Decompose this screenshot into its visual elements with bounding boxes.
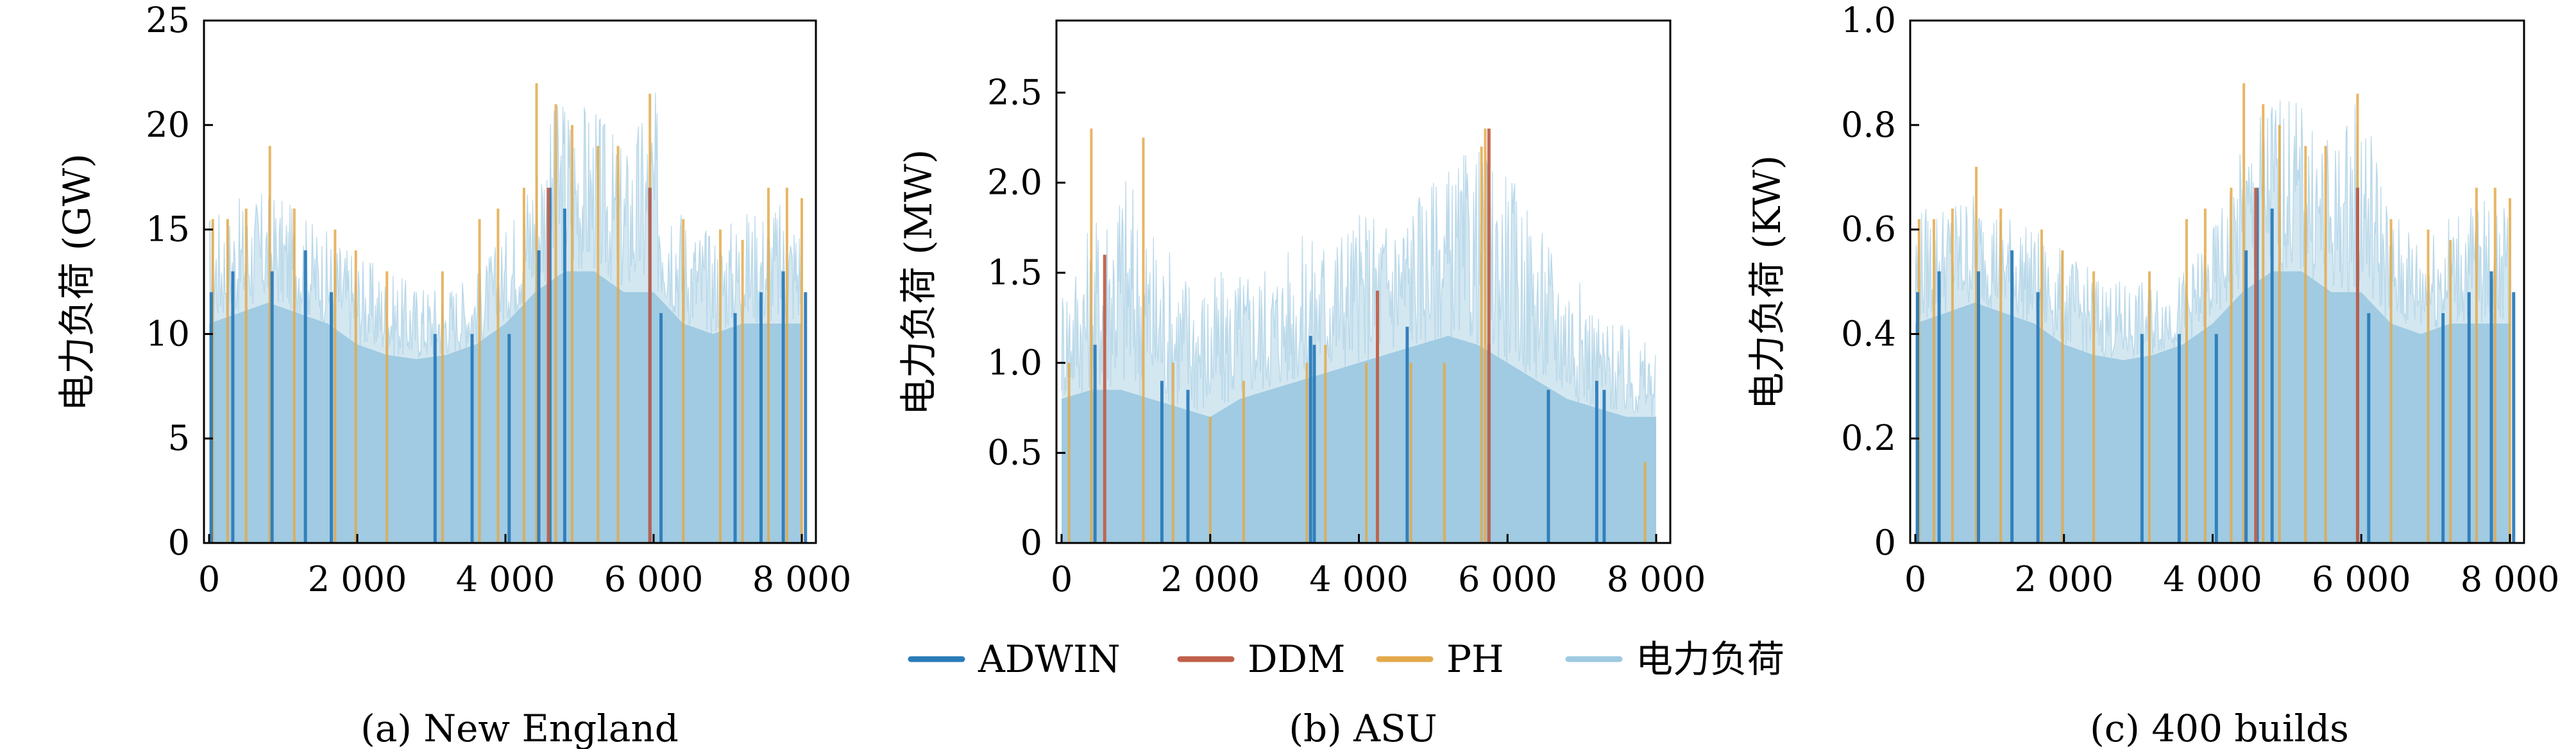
y-tick-label: 1.5 — [987, 252, 1042, 293]
legend-label-ddm: DDM — [1248, 637, 1345, 681]
y-tick-label: 1.0 — [1841, 0, 1896, 40]
x-tick-label: 0 — [198, 559, 220, 599]
plot-area: 0 2 000 4 000 6 000 8 000 0 5 10 15 20 25 — [146, 0, 851, 599]
y-tick-label: 25 — [146, 0, 190, 40]
load-area-spikes — [1915, 100, 2510, 544]
y-axis-label: 电力负荷 (GW) — [55, 153, 99, 411]
legend-label-adwin: ADWIN — [978, 637, 1121, 681]
subplot-caption: (b) ASU — [1289, 707, 1437, 749]
x-tick-label: 8 000 — [2461, 559, 2560, 599]
subplot-new-england: 电力负荷 (GW) 0 2 000 4 000 6 000 8 000 0 5 10 15 20 2… — [55, 0, 851, 749]
y-tick-label: 2.5 — [987, 72, 1042, 112]
y-tick-label: 0 — [1874, 522, 1896, 563]
x-tick-label: 2 000 — [2014, 559, 2114, 599]
load-line — [1061, 151, 1656, 416]
y-tick-label: 15 — [146, 209, 190, 250]
y-tick-label: 0.6 — [1841, 209, 1896, 250]
x-tick-label: 2 000 — [1160, 559, 1260, 599]
plot-area: 0 2 000 4 000 6 000 8 000 0 0.5 1.0 1.5 2.0 2.5 — [987, 19, 1706, 599]
y-tick-label: 1.0 — [987, 342, 1042, 383]
axes-frame — [1055, 19, 1672, 544]
x-tick-label: 6 000 — [604, 559, 704, 599]
y-tick-label: 10 — [146, 313, 190, 354]
subplot-asu: 电力负荷 (MW) 0 2 000 4 000 6 000 8 000 0 0.5 1.0 1.… — [897, 19, 1706, 749]
legend: ADWIN DDM PH 电力负荷 — [908, 637, 1784, 681]
y-axis-label: 电力负荷 (KW) — [1745, 155, 1789, 410]
y-tick-label: 0.8 — [1841, 105, 1896, 145]
x-tick-label: 4 000 — [2163, 559, 2262, 599]
x-tick-label: 6 000 — [2312, 559, 2411, 599]
load-area-base — [1915, 271, 2510, 543]
y-tick-label: 0.2 — [1841, 418, 1896, 458]
load-area-base — [209, 271, 802, 543]
x-tick-label: 0 — [1051, 559, 1072, 599]
load-line — [208, 92, 802, 358]
y-tick-label: 2.0 — [987, 162, 1042, 203]
y-tick-label: 5 — [168, 418, 190, 458]
legend-label-load: 电力负荷 — [1636, 637, 1784, 681]
x-tick-label: 0 — [1904, 559, 1926, 599]
axes-frame — [1909, 19, 2525, 544]
y-tick-label: 0 — [168, 522, 190, 563]
axes-frame — [203, 19, 817, 544]
subplot-400-builds: 电力负荷 (KW) 0 2 000 4 000 6 000 8 000 0 0.2 0.4 0.… — [1745, 0, 2559, 749]
y-axis-label: 电力负荷 (MW) — [897, 150, 940, 416]
load-area-spikes — [209, 92, 802, 543]
subplot-caption: (c) 400 builds — [2090, 707, 2349, 749]
subplot-caption: (a) New England — [360, 707, 679, 749]
y-tick-label: 20 — [146, 105, 190, 145]
y-tick-label: 0.5 — [987, 433, 1042, 473]
x-tick-label: 4 000 — [1309, 559, 1409, 599]
x-tick-label: 8 000 — [1607, 559, 1706, 599]
legend-label-ph: PH — [1446, 637, 1504, 681]
x-tick-label: 2 000 — [308, 559, 407, 599]
y-tick-label: 0 — [1021, 522, 1042, 563]
x-tick-label: 8 000 — [752, 559, 852, 599]
x-tick-label: 6 000 — [1458, 559, 1557, 599]
x-tick-label: 4 000 — [456, 559, 555, 599]
plot-area: 0 2 000 4 000 6 000 8 000 0 0.2 0.4 0.6 0.8 1.0 — [1841, 0, 2559, 599]
y-tick-label: 0.4 — [1841, 313, 1896, 354]
load-line — [1915, 100, 2510, 358]
